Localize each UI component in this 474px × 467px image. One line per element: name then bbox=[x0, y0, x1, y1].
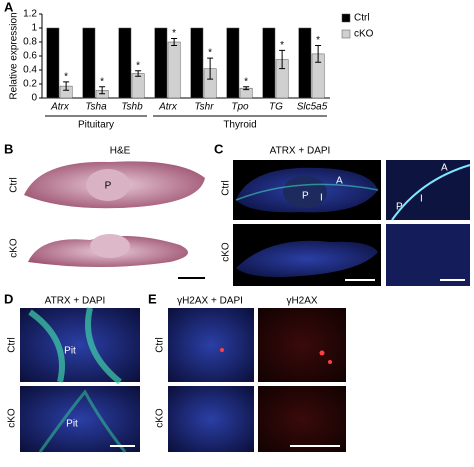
significance: * bbox=[136, 60, 140, 71]
region-label: A bbox=[336, 176, 343, 187]
error-bar bbox=[63, 81, 70, 91]
fluorescence-image bbox=[20, 307, 140, 453]
bar bbox=[167, 41, 181, 99]
y-tick-label: 0 bbox=[31, 93, 37, 104]
x-tick-label: Tshb bbox=[121, 102, 143, 113]
panel-title: γH2AX + DAPI bbox=[177, 296, 243, 307]
panel-title: ATRX + DAPI bbox=[45, 296, 106, 307]
y-tick-label: 1 bbox=[31, 23, 37, 34]
error-bar bbox=[99, 86, 106, 95]
significance: * bbox=[316, 35, 320, 46]
legend-swatch bbox=[341, 13, 351, 23]
row-label: Ctrl bbox=[221, 180, 232, 196]
x-tick-label: Atrx bbox=[158, 102, 178, 113]
error-bar bbox=[279, 49, 286, 70]
group-label: Thyroid bbox=[223, 120, 256, 131]
he-image bbox=[24, 161, 205, 279]
region-label: P bbox=[302, 191, 309, 202]
fluorescence-image bbox=[168, 308, 346, 452]
y-tick-label: 1.2 bbox=[23, 9, 37, 20]
significance: * bbox=[208, 48, 212, 59]
panel-label: B bbox=[4, 141, 13, 156]
row-label: cKO bbox=[221, 242, 232, 262]
row-label: Ctrl bbox=[7, 337, 18, 353]
bar bbox=[82, 27, 96, 99]
panel-label: E bbox=[148, 291, 157, 306]
x-tick-label: Tsha bbox=[85, 102, 107, 113]
significance: * bbox=[64, 72, 68, 83]
legend-swatch bbox=[341, 29, 351, 39]
significance: * bbox=[280, 40, 284, 51]
significance: * bbox=[172, 28, 176, 39]
row-label: cKO bbox=[9, 238, 20, 258]
region-label: P bbox=[396, 202, 403, 213]
row-label: Ctrl bbox=[155, 337, 166, 353]
error-bar bbox=[243, 86, 250, 91]
panel-label: C bbox=[214, 141, 224, 156]
bar bbox=[154, 27, 168, 99]
region-label: P bbox=[105, 181, 112, 192]
legend-label: Ctrl bbox=[354, 13, 370, 24]
region-label: I bbox=[420, 194, 423, 205]
region-label: Pit bbox=[64, 346, 76, 357]
significance: * bbox=[244, 76, 248, 87]
y-tick-label: 0.6 bbox=[23, 51, 37, 62]
legend-label: cKO bbox=[354, 29, 374, 40]
x-tick-label: TG bbox=[269, 102, 283, 113]
error-bar bbox=[171, 38, 178, 46]
x-tick-label: Tpo bbox=[231, 102, 249, 113]
region-label: I bbox=[320, 193, 323, 204]
error-bar bbox=[207, 57, 214, 80]
bar bbox=[46, 27, 60, 99]
x-tick-label: Atrx bbox=[50, 102, 70, 113]
panel-title: H&E bbox=[110, 146, 131, 157]
panel-label: D bbox=[4, 291, 13, 306]
bar bbox=[190, 27, 204, 99]
row-label: cKO bbox=[155, 408, 166, 428]
bar bbox=[226, 27, 240, 99]
bar bbox=[262, 27, 276, 99]
x-tick-label: Slc5a5 bbox=[297, 102, 328, 113]
panel-label: A bbox=[4, 0, 14, 14]
y-tick-label: 0.2 bbox=[23, 79, 37, 90]
row-label: cKO bbox=[7, 408, 18, 428]
y-tick-label: 0.4 bbox=[23, 65, 37, 76]
row-label: Ctrl bbox=[9, 177, 20, 193]
bar bbox=[131, 73, 145, 99]
bar bbox=[118, 27, 132, 99]
error-bar bbox=[315, 45, 322, 63]
panel-title: ATRX + DAPI bbox=[270, 146, 331, 157]
y-tick-label: 0.8 bbox=[23, 37, 37, 48]
fluorescence-image bbox=[233, 160, 471, 286]
panel-title: γH2AX bbox=[286, 296, 317, 307]
group-label: Pituitary bbox=[78, 120, 114, 131]
error-bar bbox=[135, 70, 142, 77]
region-label: Pit bbox=[66, 419, 78, 430]
y-axis-label: Relative expression bbox=[9, 12, 20, 99]
x-tick-label: Tshr bbox=[194, 102, 214, 113]
region-label: A bbox=[441, 163, 448, 174]
significance: * bbox=[100, 76, 104, 87]
bar bbox=[298, 27, 312, 99]
